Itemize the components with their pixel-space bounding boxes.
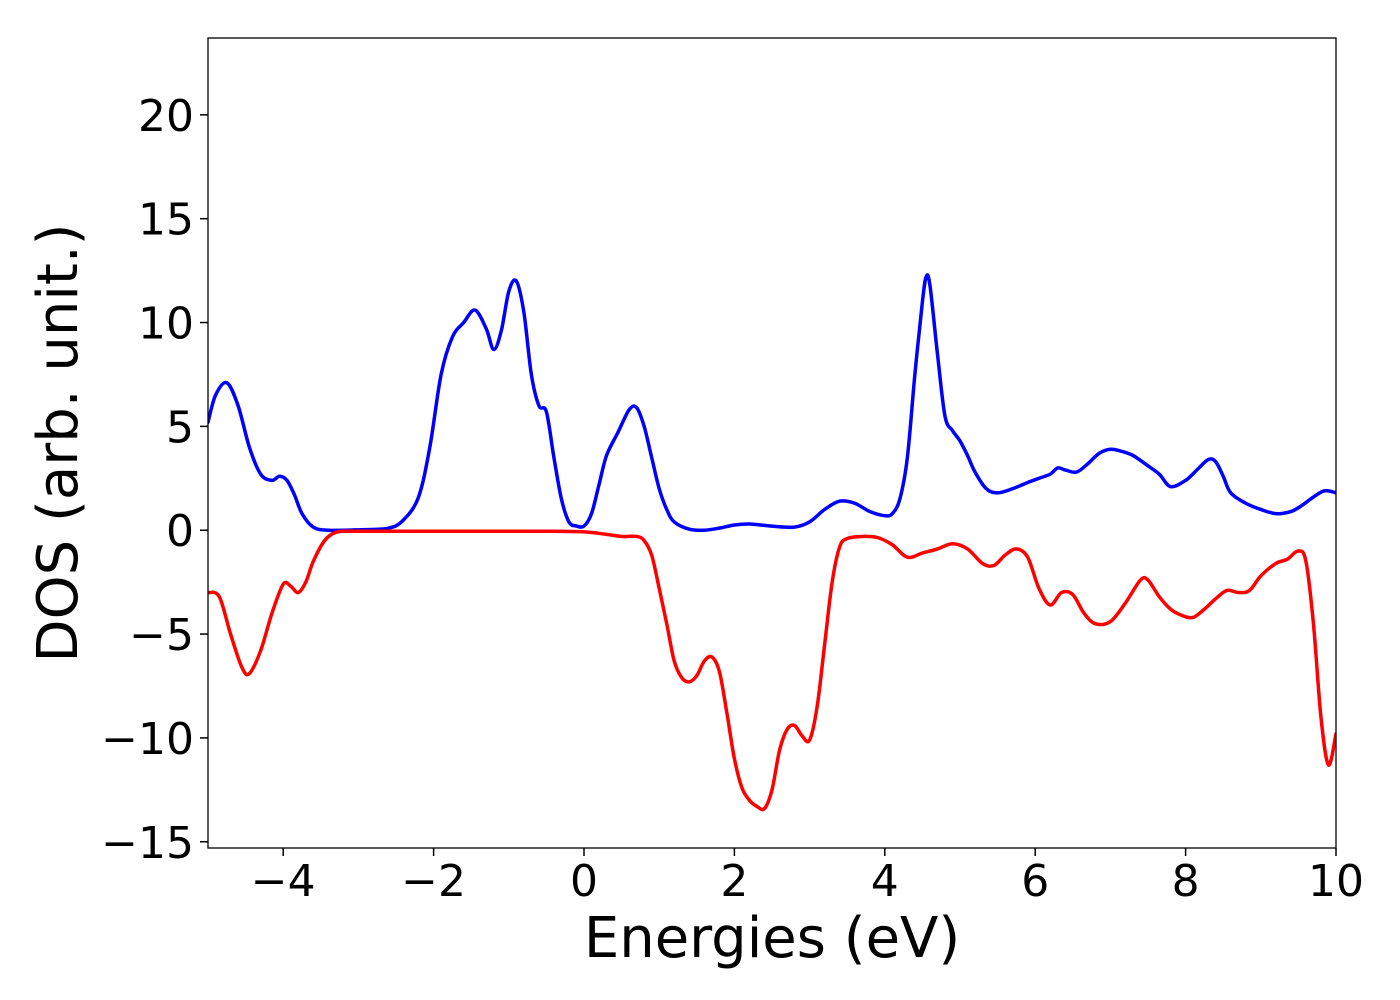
y-tick-label: −10 (101, 714, 194, 765)
series-layer (208, 273, 1336, 812)
x-tick-label: 10 (1308, 856, 1364, 907)
y-tick-label: 10 (138, 299, 194, 350)
y-axis-title: DOS (arb. unit.) (26, 223, 91, 662)
tick-layer: −4 −2 0 2 4 6 8 10 −15 −10 −5 0 5 10 15 20 (101, 91, 1364, 907)
y-tick-label: −15 (101, 818, 194, 869)
x-tick-label: 8 (1172, 856, 1200, 907)
plot-frame (207, 37, 1337, 849)
series-line-blue (208, 273, 1336, 533)
x-tick-label: 2 (720, 856, 748, 907)
y-tick-label: 5 (166, 402, 194, 453)
x-tick-label: 4 (871, 856, 899, 907)
y-tick-label: −5 (129, 610, 194, 661)
x-tick-label: 6 (1021, 856, 1049, 907)
y-tick-label: 0 (166, 506, 194, 557)
x-tick-label: −4 (251, 856, 316, 907)
series-line-red (208, 529, 1336, 812)
x-tick-label: −2 (401, 856, 466, 907)
y-tick-label: 15 (138, 195, 194, 246)
x-axis-title: Energies (eV) (584, 906, 960, 971)
y-tick-label: 20 (138, 91, 194, 142)
x-tick-label: 0 (570, 856, 598, 907)
